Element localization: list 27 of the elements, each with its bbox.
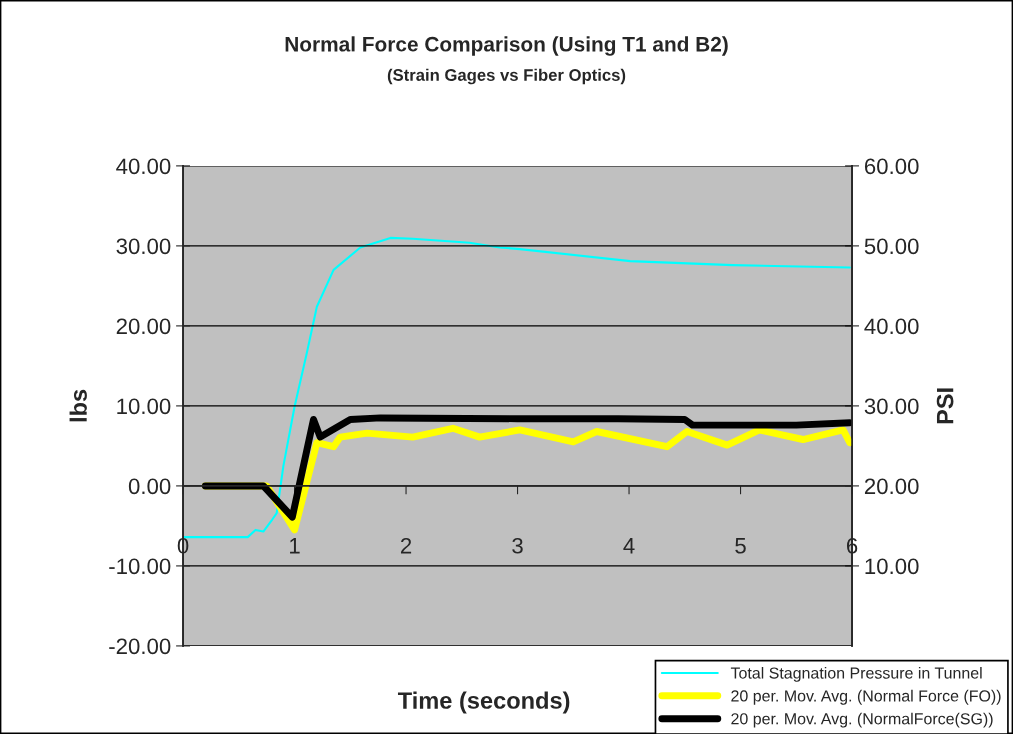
y2-tick-label: 30.00 [864,398,919,415]
x-tick-label: 2 [400,537,412,554]
y-tick-label: 40.00 [116,158,171,175]
line-series [183,236,851,539]
y2-tick-label: 40.00 [864,318,919,335]
x-tick-label: 3 [512,537,523,554]
legend-label: Total Stagnation Pressure in Tunnel [730,666,982,682]
x-tick-label: 1 [290,538,300,554]
y-tick-label: 10.00 [117,398,171,415]
y-axis-title: lbs [69,389,87,422]
y2-tick-label: 20.00 [864,478,919,495]
x-axis-title: Time (seconds) [397,691,570,714]
x-tick-label: 5 [735,538,746,554]
y2-tick-label: 10.00 [865,558,919,575]
y-tick-label: 30.00 [116,238,171,255]
chart-subtitle: (Strain Gages vs Fiber Optics) [387,68,626,85]
legend-label: 20 per. Mov. Avg. (Normal Force (FO)) [731,689,1001,705]
x-tick-label: 4 [623,538,635,554]
y2-axis-title: PSI [936,388,954,424]
y2-tick-label: 60.00 [864,158,919,175]
y-tick-label: 20.00 [116,318,171,335]
y-tick-label: -20.00 [109,638,171,655]
y-tick-label: -10.00 [109,558,171,575]
y-tick-label: 0.00 [128,478,171,495]
y2-tick-label: 50.00 [864,238,919,255]
chart-title: Normal Force Comparison (Using T1 and B2) [285,36,728,56]
legend-label: 20 per. Mov. Avg. (NormalForce(SG)) [731,712,993,728]
